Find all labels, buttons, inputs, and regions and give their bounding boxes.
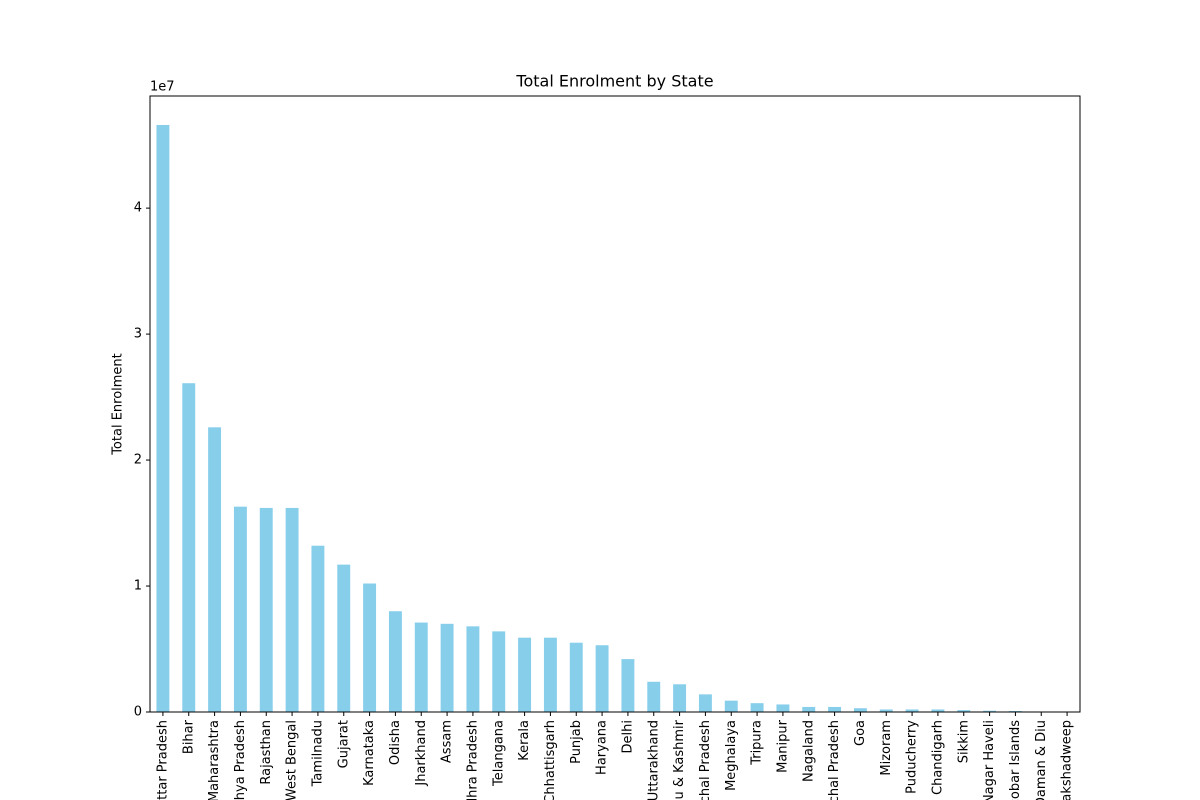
x-tick-label: Goa	[853, 720, 868, 746]
bar	[595, 645, 609, 712]
x-tick-label: Arunachal Pradesh	[827, 720, 842, 800]
bar	[388, 611, 402, 712]
x-tick-label: Daman & Diu	[1034, 720, 1049, 800]
x-tick-label: Tripura	[750, 720, 765, 766]
bar	[776, 704, 790, 712]
bar	[931, 709, 945, 712]
y-tick-label: 1	[134, 579, 142, 594]
x-tick-label: Himachal Pradesh	[698, 720, 713, 800]
x-tick-label: Telangana	[491, 720, 506, 787]
bar	[518, 637, 532, 712]
bar	[621, 659, 635, 712]
bar	[1008, 710, 1022, 712]
y-tick-label: 0	[134, 705, 142, 720]
bar	[853, 708, 867, 712]
bar	[233, 506, 247, 712]
chart-title: Total Enrolment by State	[515, 72, 713, 91]
x-tick-label: Uttarakhand	[646, 720, 661, 800]
x-tick-label: Bihar	[181, 719, 196, 754]
bar	[802, 706, 816, 712]
bar	[414, 622, 428, 712]
bar	[337, 564, 351, 712]
x-tick-label: Karnataka	[362, 720, 377, 786]
x-tick-label: Chandigarh	[930, 720, 945, 795]
x-tick-label: Tamilnadu	[310, 720, 325, 787]
x-tick-label: Puducherry	[905, 720, 920, 794]
bar	[543, 637, 557, 712]
bar	[259, 507, 273, 712]
bar	[466, 626, 480, 712]
bar	[698, 694, 712, 712]
y-tick-label: 4	[134, 201, 142, 216]
x-tick-label: Uttar Pradesh	[155, 720, 170, 800]
x-tick-label: Mizoram	[879, 720, 894, 776]
bar	[673, 684, 687, 712]
bar	[750, 703, 764, 712]
x-tick-label: Sikkim	[956, 720, 971, 763]
x-tick-label: Haryana	[595, 720, 610, 775]
x-tick-label: Chhattisgarh	[543, 720, 558, 800]
x-tick-label: Andhra Pradesh	[465, 720, 480, 800]
bar	[156, 124, 170, 713]
x-tick-label: Lakshadweep	[1060, 720, 1075, 800]
x-tick-label: Andaman & Nicobar Islands	[1008, 720, 1023, 800]
x-tick-label: Nagaland	[801, 720, 816, 782]
bar	[724, 700, 738, 712]
bar	[569, 642, 583, 712]
x-tick-label: Jharkhand	[414, 720, 429, 787]
y-tick-label: 2	[134, 453, 142, 468]
x-tick-label: Punjab	[569, 720, 584, 764]
x-tick-label: Gujarat	[336, 720, 351, 768]
bar	[492, 631, 506, 712]
bar	[182, 383, 196, 712]
x-tick-label: Odisha	[388, 720, 403, 765]
x-tick-label: Jammu & Kashmir	[672, 719, 687, 800]
bar	[208, 427, 222, 712]
bar	[905, 709, 919, 712]
bar	[647, 681, 661, 712]
x-tick-label: Rajasthan	[259, 720, 274, 785]
y-axis-label: Total Enrolment	[111, 353, 126, 456]
x-tick-label: Kerala	[517, 720, 532, 761]
bar	[363, 583, 377, 712]
bar	[983, 710, 997, 712]
bar	[440, 623, 454, 712]
y-tick-label: 3	[134, 327, 142, 342]
x-tick-label: Assam	[440, 720, 455, 763]
bar	[828, 706, 842, 712]
x-tick-label: Maharashtra	[207, 720, 222, 800]
x-tick-label: Meghalaya	[724, 720, 739, 791]
x-tick-label: Dadra & Nagar Haveli	[982, 720, 997, 800]
x-tick-label: Manipur	[775, 719, 790, 773]
x-tick-label: Delhi	[620, 720, 635, 753]
x-tick-label: Madhya Pradesh	[233, 720, 248, 800]
bar	[879, 709, 893, 712]
bar	[311, 545, 325, 712]
plot-frame	[149, 95, 1081, 713]
bar	[285, 507, 299, 712]
x-tick-label: West Bengal	[285, 720, 300, 800]
y-offset-label: 1e7	[150, 80, 175, 95]
bar	[957, 710, 971, 712]
